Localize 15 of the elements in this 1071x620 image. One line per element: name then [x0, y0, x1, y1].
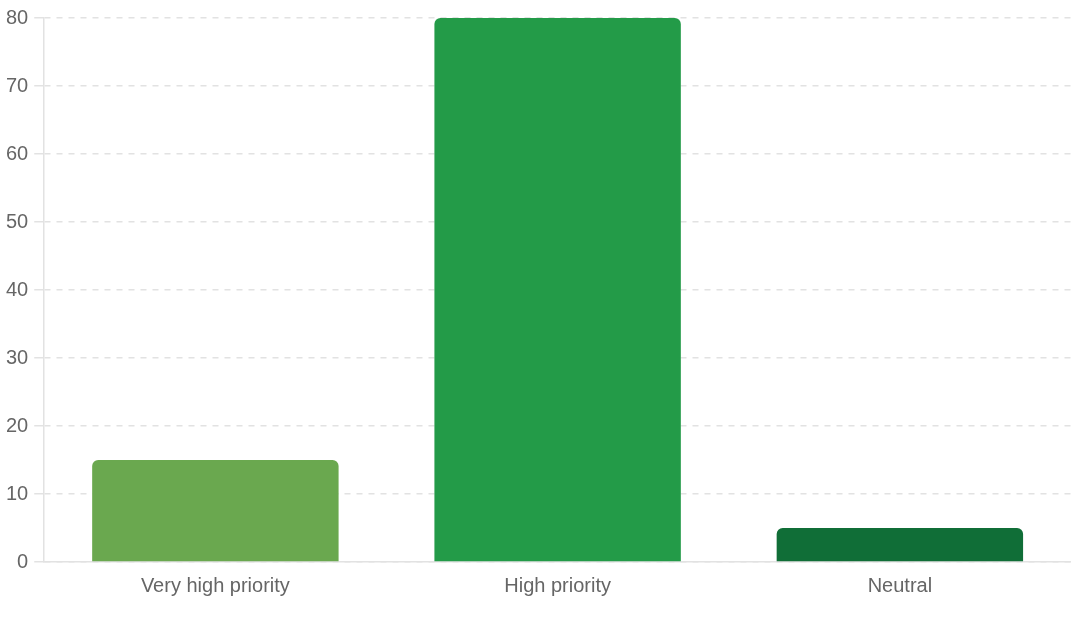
bar	[434, 18, 681, 562]
y-tick-label: 80	[6, 5, 29, 28]
x-tick-label: High priority	[504, 573, 611, 596]
y-tick-label: 10	[6, 481, 29, 504]
y-tick-label: 20	[6, 413, 29, 436]
y-tick-label: 30	[6, 345, 29, 368]
x-tick-label: Neutral	[867, 573, 933, 596]
x-tick-label: Very high priority	[140, 573, 290, 596]
bar	[92, 460, 339, 562]
y-tick-label: 0	[17, 549, 29, 572]
y-tick-label: 40	[6, 277, 29, 300]
y-tick-label: 70	[6, 73, 29, 96]
y-tick-label: 50	[6, 209, 29, 232]
y-tick-label: 60	[6, 141, 29, 164]
bar	[776, 528, 1024, 562]
